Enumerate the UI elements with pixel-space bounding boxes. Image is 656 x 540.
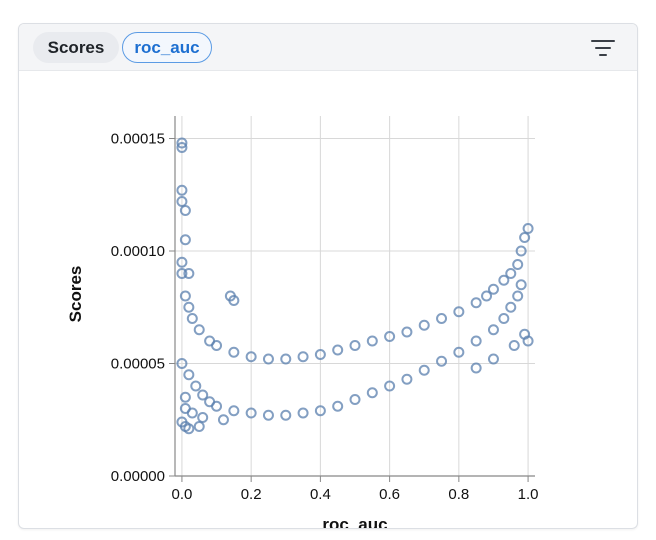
x-tick-label: 1.0 [518,486,539,503]
scatter-point [481,290,493,302]
scatter-point [487,283,499,295]
y-axis-title: Scores [66,266,85,323]
scatter-point [190,380,202,392]
scatter-point [453,346,465,358]
scatter-point [470,297,482,309]
scatter-chart: 0.0 0.2 0.4 0.6 0.8 1.0 0.00000 0.00005 0.00010 0… [66,116,539,528]
scatter-point [211,340,223,351]
scatter-point [505,268,517,279]
scatter-point [217,414,229,426]
scatter-point [228,405,240,417]
scatter-point [262,409,274,421]
scatter-point [176,256,188,268]
scatter-point [366,335,378,347]
scatter-point [183,301,195,313]
scatter-point [332,400,344,412]
scatter-point [245,407,257,419]
scatter-point [186,407,198,419]
x-tick-label: 0.0 [171,486,192,503]
scatter-point [176,142,188,153]
scatter-point [280,353,292,365]
scatter-point [519,328,531,340]
scatter-point [519,232,531,243]
filter-button[interactable] [589,36,617,60]
scatter-point [436,355,448,367]
scatter-point [401,326,413,338]
scatter-point [349,394,361,405]
x-axis-title: roc_auc [322,515,387,528]
filter-icon [591,40,615,56]
x-tick-label: 0.2 [241,486,262,503]
scatter-point [179,234,191,246]
x-tick-label: 0.8 [448,486,469,503]
scatter-point [487,353,499,365]
grid [175,116,535,477]
scatter-point [314,405,326,417]
scatter-point [297,351,309,363]
scatter-point [186,313,198,324]
scatter-point [228,346,240,358]
scatter-point [197,389,209,401]
y-tick-label: 0.00010 [111,243,165,260]
scatter-point [512,290,524,302]
scatter-point [366,387,378,399]
scatter-point [176,358,188,369]
scatter-point [332,344,344,356]
scatter-point [498,313,510,324]
scatter-point [179,205,191,216]
scatter-point [228,295,240,306]
scatter-point [193,324,205,336]
y-tick-label: 0.00000 [111,468,165,485]
scatter-point [176,137,188,149]
card-header: Scores roc_auc [19,24,637,71]
scatter-point [297,407,309,419]
scatter-point [418,364,430,376]
scatter-point [197,412,209,423]
scatter-point [505,301,517,313]
scatter-point [512,259,524,270]
scatter-point [314,349,326,360]
scatter-point [384,380,396,392]
scatter-point [280,409,292,421]
scatter-point [211,400,223,412]
roc-auc-chip[interactable]: roc_auc [122,32,212,63]
scatter-point [515,279,527,291]
x-tick-label: 0.4 [310,486,331,503]
scatter-point [193,421,205,432]
scores-chip[interactable]: Scores [33,32,119,63]
scatter-point [384,331,396,342]
scatter-point [183,423,195,435]
scatter-point [262,353,274,365]
scatter-point [470,362,482,374]
scatter-point [487,324,499,336]
scatter-point [179,391,191,403]
scatter-point [179,290,191,302]
scatter-point [245,351,257,363]
scatter-point [349,340,361,351]
chart-area: 0.0 0.2 0.4 0.6 0.8 1.0 0.00000 0.00005 0.00010 0… [19,71,637,528]
scatter-point [498,274,510,286]
scatter-point [176,268,188,279]
scatter-point [515,245,527,257]
scatter-point [183,268,195,279]
chart-card: Scores roc_auc 0.0 0.2 0.4 0.6 0.8 1.0 0.00000… [18,23,638,529]
scatter-point [508,340,520,351]
scatter-point [522,223,534,234]
scatter-point [453,306,465,318]
points-layer [176,137,534,435]
y-tick-label: 0.00005 [111,356,165,373]
x-tick-label: 0.6 [379,486,400,503]
scatter-point [418,319,430,331]
scatter-point [401,373,413,385]
scatter-point [176,196,188,207]
scatter-point [470,335,482,347]
scatter-point [436,313,448,324]
y-tick-label: 0.00015 [111,131,165,148]
scatter-point [183,369,195,381]
scatter-point [176,184,188,196]
axes: 0.0 0.2 0.4 0.6 0.8 1.0 0.00000 0.00005 0.00010 0… [111,116,539,503]
